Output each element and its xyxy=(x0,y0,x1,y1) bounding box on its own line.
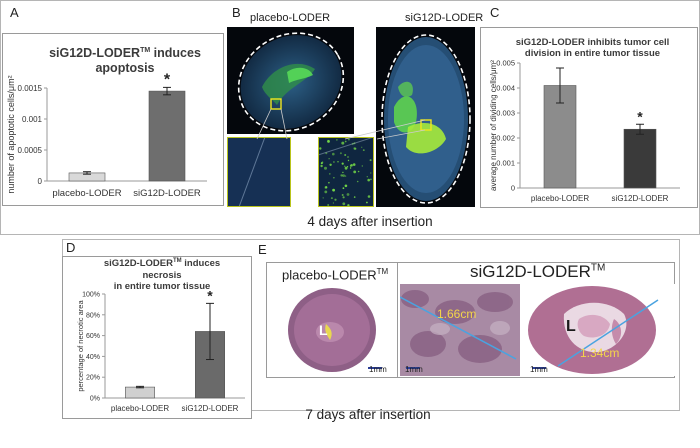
panel-d-title-line3: in entire tumor tissue xyxy=(113,280,211,292)
panel-a-title-tm: TM xyxy=(140,46,151,54)
panel-e-label-right: siG12D-LODERTM xyxy=(470,262,605,282)
bar xyxy=(623,128,657,189)
y-tick-label: 20% xyxy=(86,375,100,382)
histology-placebo xyxy=(268,284,396,376)
panel-a-frame xyxy=(2,33,224,206)
panel-d-title-name: siG12D-LODER xyxy=(103,258,173,270)
y-tick-label: 0% xyxy=(90,395,100,402)
y-axis-title: average number of dividing cells/μm² xyxy=(489,60,498,191)
y-tick-label: 60% xyxy=(86,333,100,340)
fluorescence-micrograph-treated xyxy=(376,27,475,207)
panel-e-label-left-text: placebo-LODER xyxy=(282,267,377,283)
panel-d-title-tm: TM xyxy=(172,258,182,264)
category-label: placebo-LODER xyxy=(52,188,121,199)
panel-a-title-line2: apoptosis xyxy=(95,61,155,75)
y-tick-label: 40% xyxy=(86,354,100,361)
y-tick-label: 0.002 xyxy=(496,134,515,143)
significance-star: * xyxy=(637,108,643,124)
micrograph-zoom-placebo xyxy=(227,137,291,207)
panel-e-label-left-tm: TM xyxy=(376,267,389,276)
panel-a-title: siG12D-LODERTM induces apoptosis xyxy=(30,46,220,76)
bar xyxy=(148,90,186,182)
y-tick-label: 80% xyxy=(86,312,100,319)
zoom-connector-lines xyxy=(256,108,426,140)
category-label: placebo-LODER xyxy=(531,194,589,203)
y-axis-title: number of apoptotic cells/μm² xyxy=(6,75,16,193)
chart-d: 0% 20% 40% 60% 80% 100% percentage of necrotic… xyxy=(76,287,245,413)
y-axis-title: percentage of necrotic area xyxy=(76,300,85,392)
panel-b-label-right: siG12D-LODER xyxy=(405,12,484,24)
panel-e-label-right-tm: TM xyxy=(590,262,606,274)
panel-c-title: siG12D-LODER inhibits tumor cell divisio… xyxy=(500,37,685,60)
histology-treated-2 xyxy=(524,284,675,376)
category-label: siG12D-LODER xyxy=(182,404,239,413)
panel-e-label-left: placebo-LODERTM xyxy=(282,267,388,282)
panel-c-frame xyxy=(480,27,698,208)
panel-b-letter: B xyxy=(232,5,241,20)
panel-a-title-rest: induces xyxy=(150,46,201,60)
y-tick-label: 0 xyxy=(38,177,43,186)
y-tick-label: 0.001 xyxy=(496,159,515,168)
lumen-label-1: L xyxy=(319,322,328,338)
panel-d-letter: D xyxy=(66,240,76,255)
category-label: siG12D-LODER xyxy=(612,194,669,203)
panel-b-label-left: placebo-LODER xyxy=(250,12,331,24)
panel-c-title-line2: division in entire tumor tissue xyxy=(524,48,661,60)
panel-e-label-right-text: siG12D-LODER xyxy=(470,262,591,281)
category-label: siG12D-LODER xyxy=(133,188,201,199)
significance-star: * xyxy=(164,71,171,88)
caption-top: 4 days after insertion xyxy=(307,214,433,229)
panel-a-title-name: siG12D-LODER xyxy=(49,46,141,60)
panel-d-title-line2: necrosis xyxy=(142,269,182,281)
y-tick-label: 0.001 xyxy=(22,115,43,124)
panel-e-divider xyxy=(397,262,398,378)
y-tick-label: 0.0005 xyxy=(18,146,43,155)
y-tick-label: 0.004 xyxy=(496,84,515,93)
category-label: placebo-LODER xyxy=(111,404,169,413)
panel-c-letter: C xyxy=(490,5,500,20)
y-tick-label: 100% xyxy=(82,291,100,298)
fluorescence-micrograph-placebo xyxy=(227,27,354,134)
significance-star: * xyxy=(207,287,213,303)
micrograph-zoom-treated xyxy=(318,137,374,207)
y-tick-label: 0.0015 xyxy=(18,84,43,93)
panel-c-title-line1: siG12D-LODER inhibits tumor cell xyxy=(515,37,670,48)
bar xyxy=(125,386,156,399)
histology-treated-1 xyxy=(400,284,520,376)
scale-label-3: 1mm xyxy=(530,365,548,374)
panel-d-title-rest: induces xyxy=(181,258,221,270)
scale-label-2: 1mm xyxy=(405,365,423,374)
y-tick-label: 0 xyxy=(511,184,515,193)
panel-e-letter: E xyxy=(258,242,267,257)
y-tick-label: 0.003 xyxy=(496,109,515,118)
measure-label-1: 1.66cm xyxy=(437,307,477,321)
y-tick-label: 0.005 xyxy=(496,59,515,68)
measure-label-2: 1.34cm xyxy=(580,346,620,360)
panel-d-title: siG12D-LODERTM induces necrosis in entir… xyxy=(82,258,242,292)
caption-bottom: 7 days after insertion xyxy=(305,407,431,422)
lumen-label-2: L xyxy=(566,318,576,335)
panel-a-letter: A xyxy=(10,5,19,20)
scale-label-1: 1mm xyxy=(369,365,387,374)
